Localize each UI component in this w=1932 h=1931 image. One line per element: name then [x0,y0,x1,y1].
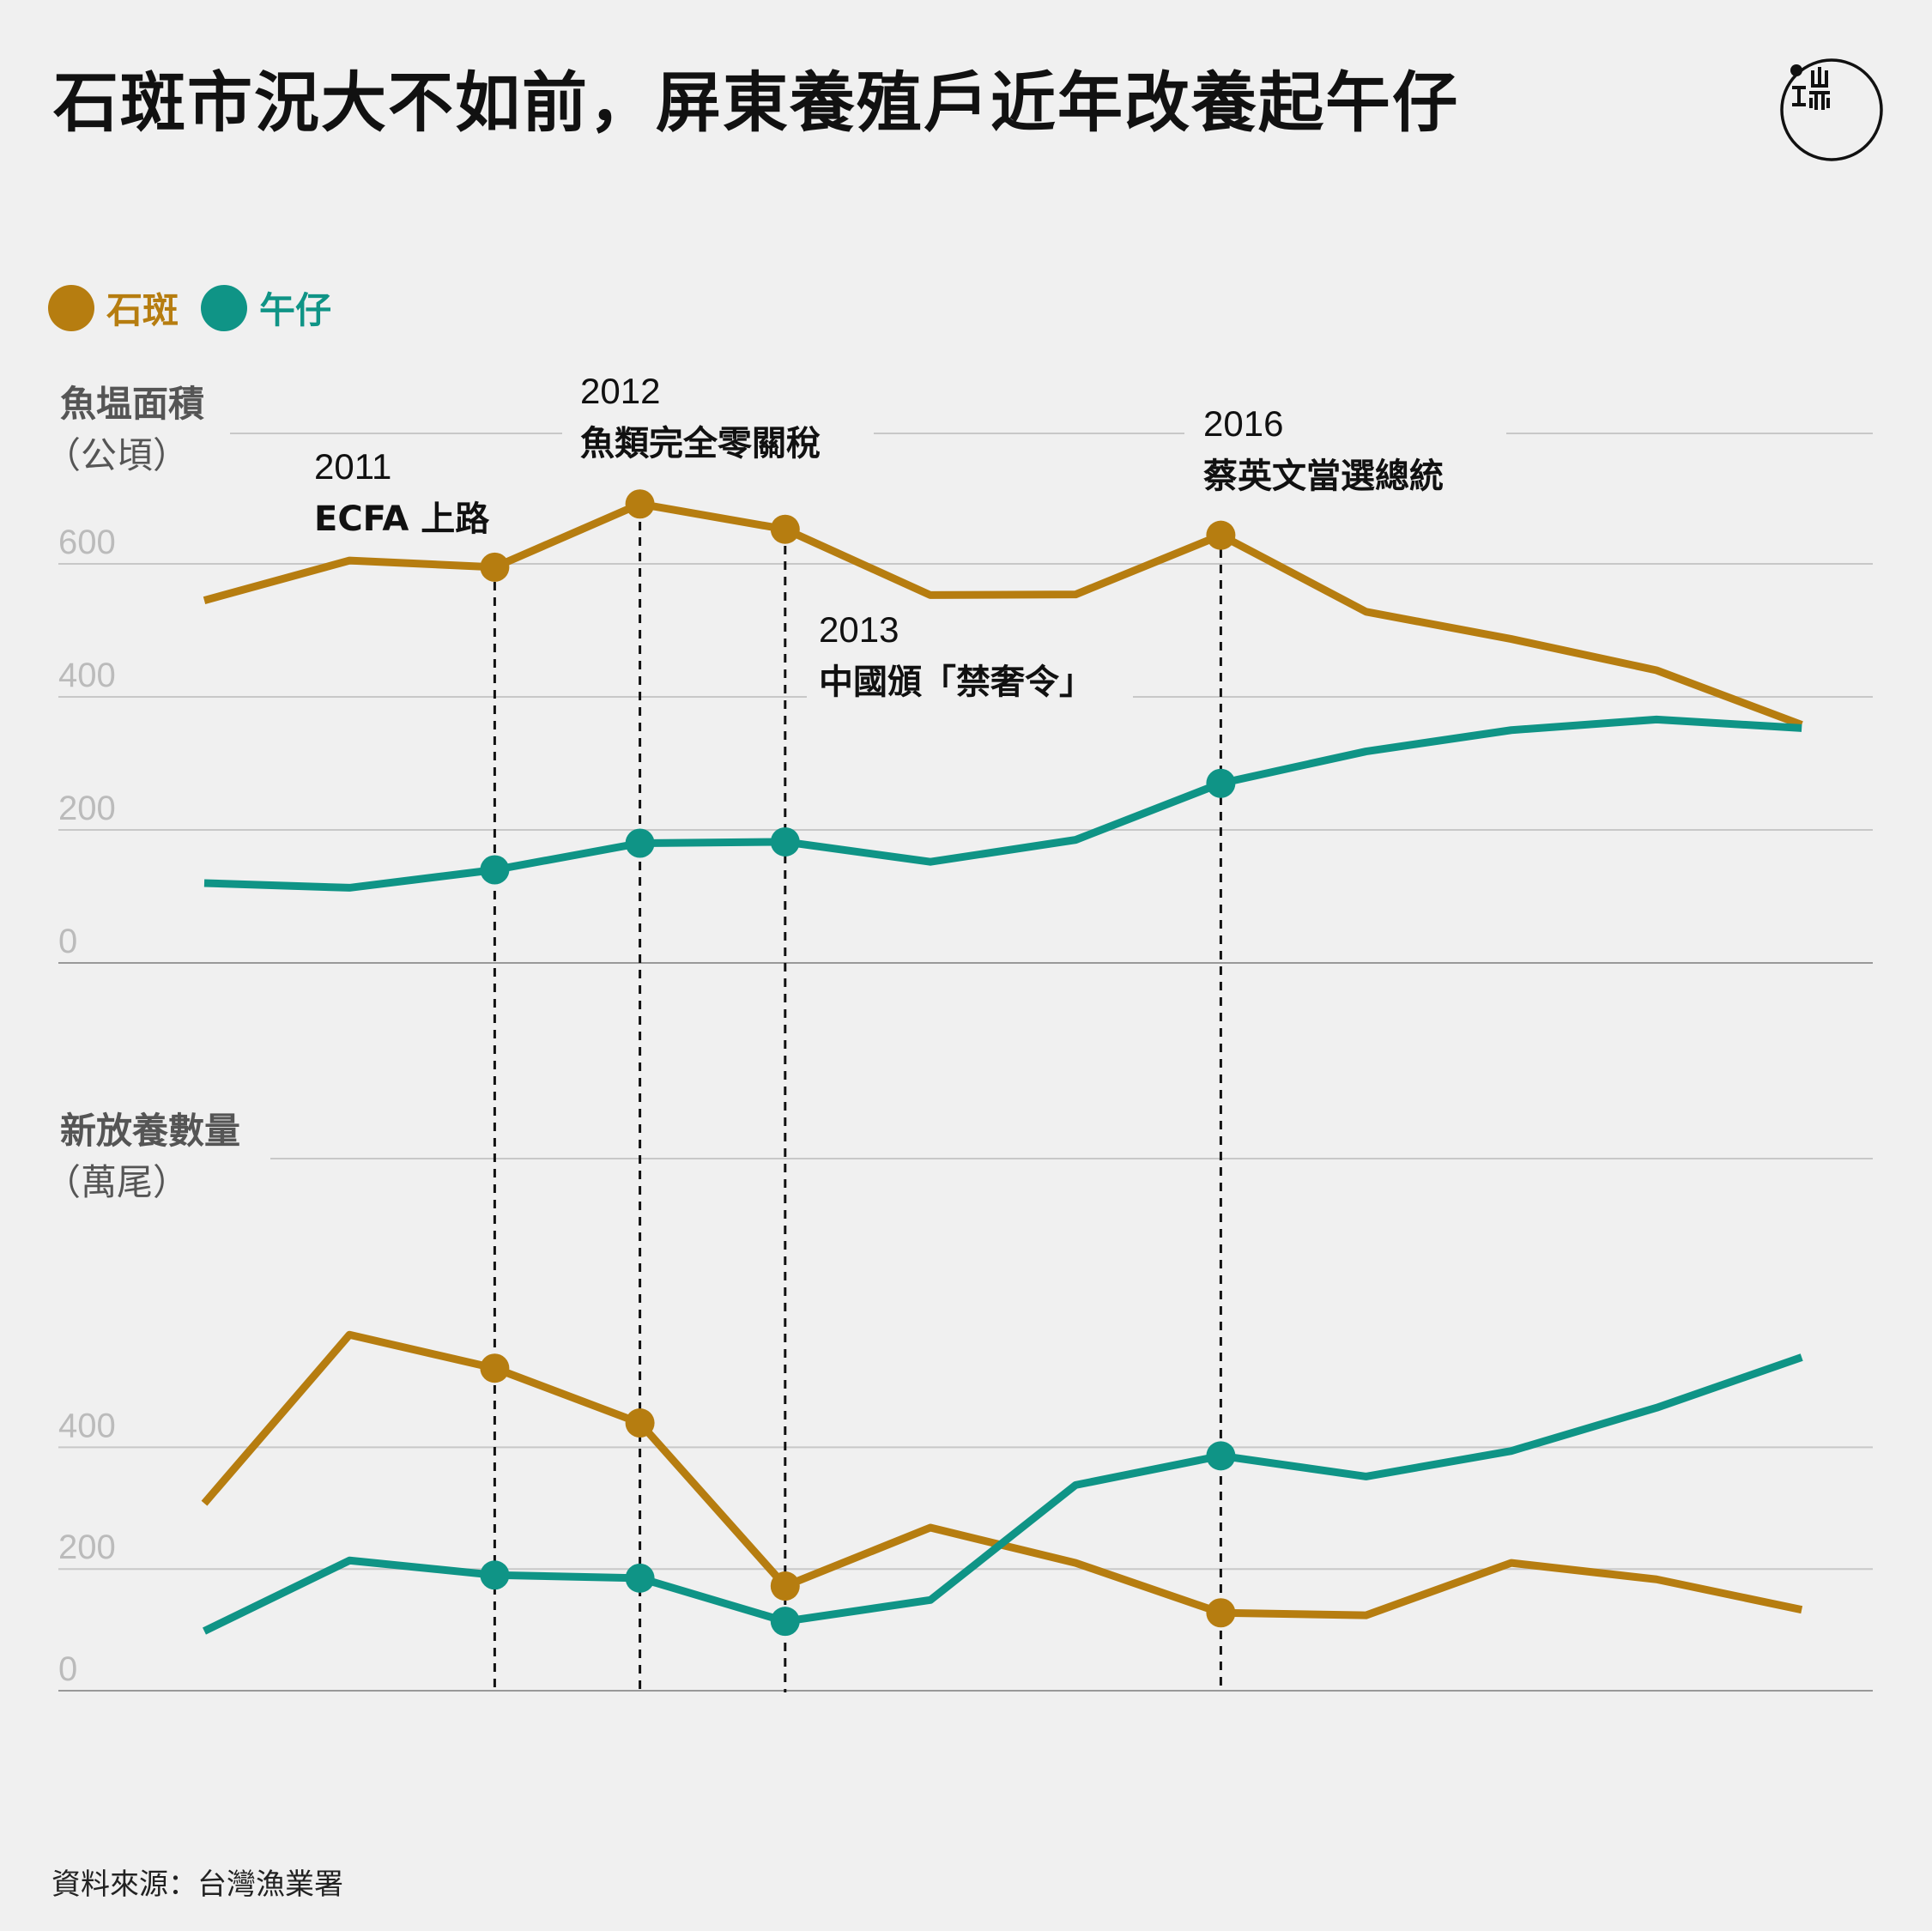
data-point-threadfin [1206,768,1236,798]
data-point-grouper [625,489,655,519]
y-axis-title: 魚塭面積 [60,383,204,425]
annotation-text: ECFA 上路 [314,499,490,539]
y-axis-title: 新放養數量 [60,1110,240,1152]
initium-logo-icon [1778,57,1885,166]
legend-item-threadfin: 午仔 [201,281,331,334]
gridline-gap [1184,425,1506,442]
gridline-gap [562,425,874,442]
annotation-year: 2016 [1203,403,1283,444]
chart-title: 石斑市況大不如前，屏東養殖戶近年改養起午仔 [53,64,1459,141]
series-line-threadfin [203,715,1802,892]
data-point-grouper [770,1571,800,1601]
y-tick-label: 600 [58,524,116,561]
data-point-threadfin [480,1560,510,1590]
data-point-grouper [1206,520,1236,550]
y-tick-label: 200 [58,790,116,827]
annotation-text: 魚類完全零關稅 [580,424,821,463]
annotation-year: 2013 [819,609,899,650]
data-point-grouper [625,1408,655,1438]
chart-legend: 石斑 午仔 [48,281,354,334]
y-tick-label: 400 [58,1407,116,1444]
data-point-threadfin [770,1607,800,1637]
data-point-grouper [480,1353,510,1383]
y-axis-unit: （公頃） [45,434,189,476]
legend-item-grouper: 石斑 [48,281,179,334]
source-note: 資料來源：台灣漁業署 [51,1867,343,1902]
y-tick-label: 400 [58,657,116,694]
legend-label-grouper: 石斑 [106,289,179,331]
data-point-threadfin [770,826,800,857]
data-point-threadfin [480,855,510,885]
legend-label-threadfin: 午仔 [259,289,332,331]
data-point-threadfin [625,1563,655,1593]
data-point-threadfin [1206,1441,1236,1471]
y-axis-unit: （萬尾） [45,1161,189,1203]
y-tick-label: 200 [58,1528,116,1566]
data-point-grouper [480,552,510,582]
data-point-threadfin [625,828,655,858]
annotation-text: 中國頒「禁奢令」 [819,663,1093,702]
series-line-grouper [203,499,1803,729]
y-tick-label: 0 [58,1650,77,1688]
y-tick-label: 0 [58,923,77,960]
legend-dot-threadfin [201,284,248,331]
legend-dot-grouper [48,284,94,331]
annotation-year: 2011 [314,446,391,487]
annotation-year: 2012 [580,371,660,411]
annotation-text: 蔡英文當選總統 [1203,457,1444,496]
data-point-grouper [770,514,800,544]
annotation-backdrop [807,605,1133,712]
series-line-threadfin [203,1353,1803,1635]
data-point-grouper [1206,1598,1236,1628]
